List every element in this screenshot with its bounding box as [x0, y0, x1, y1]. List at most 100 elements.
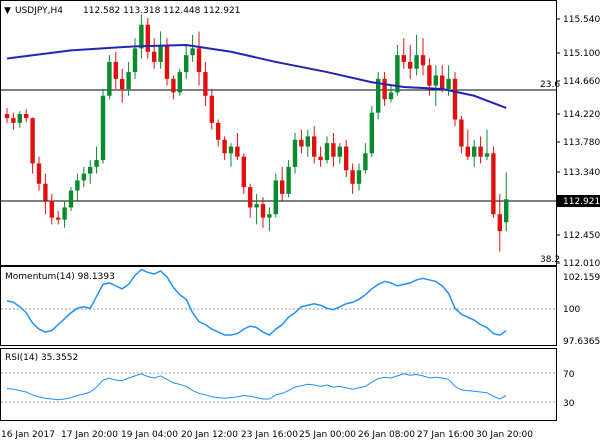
momentum-tick-label: 97.6365	[563, 337, 600, 347]
candle	[30, 117, 35, 174]
candle-body	[401, 55, 406, 62]
momentum-line	[6, 268, 507, 336]
candle	[280, 166, 285, 201]
candle-body	[107, 61, 112, 96]
rsi-tick-label: 30	[563, 399, 575, 409]
candle-body	[363, 153, 368, 171]
candle	[100, 89, 106, 164]
candle	[126, 61, 131, 96]
candle-body	[369, 112, 374, 154]
candle-body	[171, 78, 176, 93]
candle-body	[248, 187, 253, 208]
candle-body	[216, 122, 221, 140]
candle	[36, 156, 42, 191]
candle-body	[158, 45, 163, 62]
candle	[401, 38, 406, 69]
candle-body	[43, 183, 48, 201]
candle-body	[222, 139, 227, 154]
price-tick-label: 114.660	[563, 77, 600, 87]
candle-body	[376, 78, 381, 113]
price-tick-label: 112.450	[563, 231, 600, 241]
candle	[350, 163, 355, 194]
candle	[254, 193, 259, 225]
candle	[68, 187, 74, 211]
candle	[318, 146, 323, 167]
candle-body	[472, 146, 477, 157]
candle-body	[312, 136, 317, 157]
candle-body	[177, 72, 182, 93]
candle-body	[120, 78, 125, 89]
candle-body	[465, 146, 470, 157]
candle-body	[145, 24, 150, 52]
candle	[465, 129, 470, 161]
time-tick-label: 17 Jan 20:00	[61, 430, 118, 440]
momentum-label: Momentum(14) 98.1393	[5, 272, 115, 282]
candle-body	[62, 207, 67, 220]
candle-body	[318, 156, 323, 161]
candle-body	[164, 45, 170, 79]
candle	[363, 143, 368, 174]
candle-body	[113, 61, 118, 79]
candle	[132, 38, 138, 79]
candle-body	[68, 190, 74, 208]
candle	[88, 160, 93, 184]
candle-body	[427, 65, 432, 86]
price-tick-label: 113.340	[563, 168, 600, 178]
fib-382-label: 38.2	[540, 255, 560, 265]
candle-body	[286, 166, 291, 194]
candle	[414, 34, 419, 76]
candle	[267, 207, 272, 232]
fib-236-label: 23.6	[540, 80, 560, 90]
rsi-tick-label: 70	[563, 370, 575, 380]
time-tick-label: 20 Jan 12:00	[181, 430, 238, 440]
time-tick-label: 26 Jan 08:00	[358, 430, 415, 440]
price-tick-label: 115.540	[563, 15, 600, 25]
candle	[459, 116, 464, 154]
price-tick-label: 114.220	[563, 110, 600, 120]
candle	[56, 210, 61, 225]
candle	[158, 31, 163, 69]
chart-title-arrow-icon: ▼	[4, 6, 11, 16]
time-tick-label: 16 Jan 2017	[1, 430, 55, 440]
candle-body	[504, 199, 509, 223]
candle-body	[75, 180, 80, 191]
candle-body	[267, 214, 272, 218]
candles	[4, 14, 509, 252]
candle	[324, 136, 330, 164]
price-tick-label: 113.780	[563, 138, 600, 148]
candle	[504, 172, 509, 232]
candle-body	[491, 153, 496, 215]
candle-body	[4, 114, 10, 119]
candle	[81, 166, 86, 188]
candle-body	[81, 173, 86, 181]
candle	[356, 163, 362, 191]
candle-body	[292, 139, 298, 167]
moving-average-line	[6, 43, 507, 109]
candle-body	[478, 146, 483, 157]
candle	[395, 45, 400, 96]
candle	[497, 193, 502, 252]
candle	[113, 51, 118, 89]
candle-body	[395, 55, 400, 93]
candle	[420, 38, 426, 76]
candle	[184, 45, 189, 79]
candle-body	[497, 214, 502, 232]
candle-body	[94, 160, 99, 167]
candle	[228, 143, 234, 167]
candle	[177, 68, 182, 96]
candle-body	[152, 51, 157, 62]
candle-body	[420, 55, 426, 66]
price-tick-label: 115.100	[563, 49, 600, 59]
candle	[190, 34, 195, 62]
candle	[260, 197, 266, 228]
candle	[484, 129, 490, 161]
time-tick-label: 23 Jan 16:00	[241, 430, 298, 440]
candle	[452, 72, 458, 127]
candle	[75, 173, 80, 201]
candle	[376, 72, 381, 120]
candle-body	[408, 61, 413, 69]
candle-body	[414, 55, 419, 69]
candle	[241, 153, 246, 194]
candle	[388, 85, 394, 103]
